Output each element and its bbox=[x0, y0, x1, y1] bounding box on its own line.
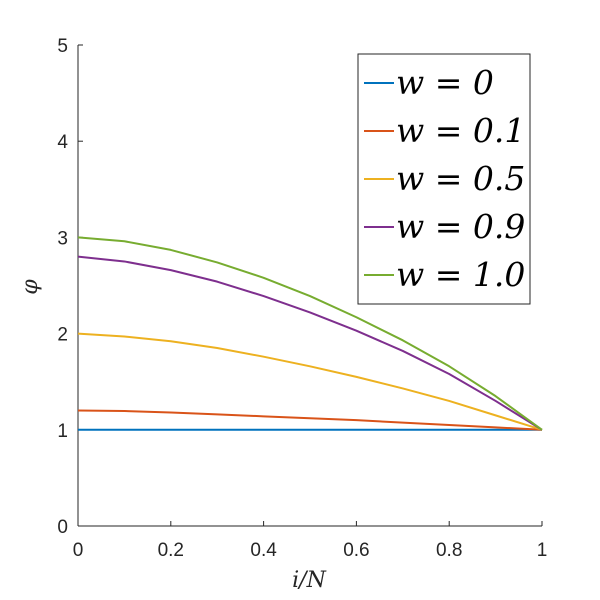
legend-entry-label: w = 0 bbox=[396, 63, 494, 102]
y-tick-label: 3 bbox=[57, 228, 68, 249]
y-tick-label: 5 bbox=[57, 36, 68, 57]
series-line-2 bbox=[77, 332, 543, 431]
legend-entry-label: w = 0.9 bbox=[396, 207, 525, 246]
y-axis-label: φ bbox=[18, 279, 43, 295]
series-line-4 bbox=[77, 236, 543, 431]
y-tick-label: 2 bbox=[57, 325, 68, 346]
series-line-3 bbox=[77, 255, 543, 431]
series-line-1 bbox=[77, 409, 543, 431]
x-tick-label: 0.4 bbox=[250, 540, 277, 561]
tick-labels: 0 0.2 0.4 0.6 0.8 1 0 1 2 3 4 5 bbox=[57, 36, 547, 561]
x-tick-label: 0.2 bbox=[158, 540, 184, 561]
legend: w = 0 w = 0.1 w = 0.5 w = 0.9 w = 1.0 bbox=[357, 53, 531, 305]
legend-entry-label: w = 0.5 bbox=[396, 159, 525, 198]
y-tick-label: 4 bbox=[57, 132, 68, 153]
y-tick-label: 0 bbox=[57, 517, 68, 538]
x-tick-label: 1 bbox=[537, 540, 548, 561]
x-tick-label: 0.8 bbox=[436, 540, 462, 561]
series-lines bbox=[77, 236, 543, 431]
legend-entry-label: w = 0.1 bbox=[396, 111, 525, 150]
x-axis-label: i/N bbox=[292, 568, 326, 593]
x-tick-label: 0.6 bbox=[343, 540, 369, 561]
x-tick-label: 0 bbox=[73, 540, 84, 561]
y-tick-label: 1 bbox=[57, 421, 68, 442]
legend-entry-label: w = 1.0 bbox=[396, 255, 525, 294]
